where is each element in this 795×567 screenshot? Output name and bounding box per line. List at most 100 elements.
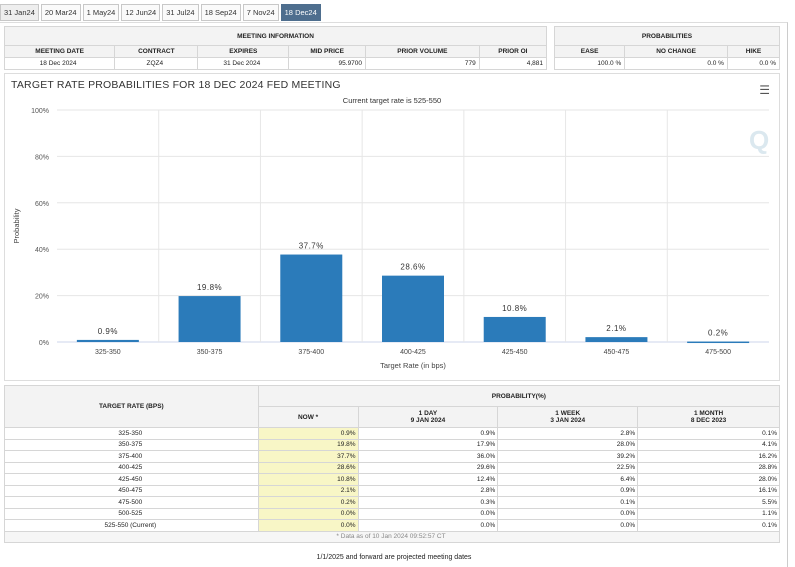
chart-title: TARGET RATE PROBABILITIES FOR 18 DEC 202… (11, 79, 341, 91)
meeting-info-header: PRIOR VOLUME (365, 45, 480, 58)
table-row: 400-425 28.6% 29.6% 22.5% 28.8% (4, 461, 780, 474)
tab-1-may24[interactable]: 1 May24 (82, 4, 120, 21)
hamburger-menu-icon[interactable]: ☰ (759, 83, 770, 97)
meeting-info-header: EXPIRES (197, 45, 290, 58)
rate-cell: 325-350 (4, 427, 259, 440)
probability-cell: 39.2% (497, 450, 639, 463)
table-row: 475-500 0.2% 0.3% 0.1% 5.5% (4, 496, 780, 509)
meeting-info-header: MID PRICE (288, 45, 367, 58)
column-label: NOW * (297, 413, 319, 421)
rate-cell: 375-400 (4, 450, 259, 463)
probability-cell: 0.1% (637, 427, 780, 440)
y-tick-label: 0% (39, 340, 49, 347)
data-label: 10.8% (502, 304, 527, 313)
data-label: 0.9% (98, 327, 118, 336)
x-tick-label: 350-375 (197, 349, 223, 356)
rate-cell: 475-500 (4, 496, 259, 509)
tab-31-jan24[interactable]: 31 Jan24 (0, 4, 39, 21)
bar-375-400[interactable] (280, 254, 343, 342)
x-tick-label: 325-350 (95, 349, 121, 356)
probability-cell: 2.1% (257, 484, 359, 497)
probability-cell: 2.8% (357, 484, 499, 497)
bar-475-500[interactable] (687, 341, 750, 344)
tab-18-dec24[interactable]: 18 Dec24 (280, 4, 321, 21)
probability-cell: 0.3% (357, 496, 499, 509)
probability-header: PROBABILITY(%) (257, 385, 781, 407)
data-label: 2.1% (606, 324, 626, 333)
probabilities-title: PROBABILITIES (554, 26, 780, 46)
bar-350-375[interactable] (178, 296, 241, 342)
probability-cell: 0.0% (257, 519, 359, 532)
bar-325-350[interactable] (76, 339, 139, 342)
tab-12-jun24[interactable]: 12 Jun24 (121, 4, 161, 21)
y-tick-label: 60% (35, 201, 49, 208)
probability-cell: 12.4% (357, 473, 499, 486)
probabilities-value: 0.0 % (726, 57, 781, 70)
probability-cell: 0.2% (257, 496, 359, 509)
table-row: 425-450 10.8% 12.4% 6.4% 28.0% (4, 473, 780, 486)
column-label: 1 WEEK (555, 410, 581, 417)
meeting-info-value: ZQZ4 (114, 57, 199, 70)
x-tick-label: 425-450 (502, 349, 528, 356)
tab-18-sep24[interactable]: 18 Sep24 (200, 4, 241, 21)
column-header: 1 WEEK 3 JAN 2024 (497, 406, 639, 428)
probability-cell: 28.6% (257, 461, 359, 474)
probability-cell: 16.1% (637, 484, 780, 497)
meeting-tabs: 31 Jan24 20 Mar24 1 May24 12 Jun24 31 Jul24 1… (0, 4, 321, 21)
bar-425-450[interactable] (483, 316, 546, 342)
probability-cell: 0.0% (497, 507, 639, 520)
probability-cell: 0.0% (357, 519, 499, 532)
bar-chart: 0% 20% 40% 60% 80% 100% Q 0.9% 325-350 19.8% 350-3… (12, 108, 769, 370)
probability-cell: 16.2% (637, 450, 780, 463)
column-label: 1 MONTH (693, 410, 724, 417)
column-date: 8 DEC 2023 (690, 417, 727, 424)
probabilities-table: PROBABILITIES EASE NO CHANGE HIKE 100.0 % 0.… (553, 26, 781, 70)
meeting-info-value: 31 Dec 2024 (197, 57, 290, 70)
table-row: 350-375 19.8% 17.9% 28.0% 4.1% (4, 438, 780, 451)
meeting-info-header: CONTRACT (114, 45, 199, 58)
probability-table: TARGET RATE (BPS) PROBABILITY(%) NOW * 1 D… (4, 385, 781, 543)
data-label: 37.7% (299, 242, 324, 251)
probabilities-header: HIKE (726, 45, 781, 58)
column-date: 3 JAN 2024 (550, 417, 586, 424)
probability-cell: 0.9% (257, 427, 359, 440)
probability-cell: 0.9% (497, 484, 639, 497)
rate-cell: 450-475 (4, 484, 259, 497)
probability-cell: 0.1% (637, 519, 780, 532)
footer-note: 1/1/2025 and forward are projected meeti… (316, 554, 472, 561)
data-timestamp-note: * Data as of 10 Jan 2024 09:52:57 CT (4, 530, 780, 543)
table-row: 375-400 37.7% 36.0% 39.2% 16.2% (4, 450, 780, 463)
column-label: 1 DAY (418, 410, 438, 417)
bar-450-475[interactable] (585, 337, 648, 342)
probability-cell: 19.8% (257, 438, 359, 451)
probability-cell: 17.9% (357, 438, 499, 451)
x-tick-label: 400-425 (400, 349, 426, 356)
probability-cell: 0.1% (497, 496, 639, 509)
y-tick-label: 40% (35, 247, 49, 254)
column-header: 1 MONTH 8 DEC 2023 (637, 406, 780, 428)
table-row: 500-525 0.0% 0.0% 0.0% 1.1% (4, 507, 780, 520)
probability-cell: 28.8% (637, 461, 780, 474)
y-tick-label: 100% (31, 108, 49, 115)
meeting-info-value: 779 (365, 57, 480, 70)
meeting-info-header: MEETING DATE (3, 45, 116, 58)
tab-7-nov24[interactable]: 7 Nov24 (242, 4, 279, 21)
meeting-info-value: 4,881 (478, 57, 548, 70)
tab-31-jul24[interactable]: 31 Jul24 (162, 4, 199, 21)
probability-cell: 10.8% (257, 473, 359, 486)
probabilities-value: 100.0 % (553, 57, 626, 70)
data-label: 28.6% (400, 263, 425, 272)
y-tick-label: 80% (35, 154, 49, 161)
column-date: 9 JAN 2024 (410, 417, 446, 424)
probabilities-value: 0.0 % (624, 57, 728, 70)
y-tick-label: 20% (35, 294, 49, 301)
tab-20-mar24[interactable]: 20 Mar24 (40, 4, 81, 21)
table-row: 525-550 (Current) 0.0% 0.0% 0.0% 0.1% (4, 519, 780, 532)
probability-cell: 28.0% (637, 473, 780, 486)
meeting-info-value: 95.9700 (288, 57, 367, 70)
rate-cell: 525-550 (Current) (4, 519, 259, 532)
bar-400-425[interactable] (382, 275, 444, 342)
column-header: 1 DAY 9 JAN 2024 (357, 406, 499, 428)
frame (0, 22, 788, 567)
probabilities-header: EASE (553, 45, 626, 58)
